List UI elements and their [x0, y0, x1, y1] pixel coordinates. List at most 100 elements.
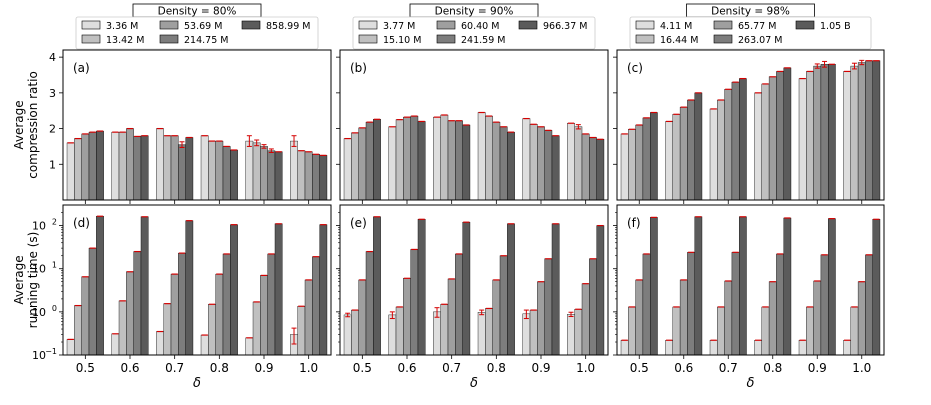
bar [74, 305, 82, 356]
bar [170, 135, 179, 201]
panel-letter: (f) [627, 216, 641, 230]
bar [163, 135, 172, 201]
x-tick-label: 0.7 [442, 361, 461, 375]
x-tick-label: 1.0 [852, 361, 871, 375]
bar [178, 252, 186, 356]
y-axis-title-line: Average [12, 100, 26, 149]
bar [455, 253, 463, 356]
panel-b: (b) [336, 49, 609, 204]
bar [485, 308, 493, 356]
bar [857, 62, 866, 201]
x-tick-label: 0.8 [210, 361, 229, 375]
legend-swatch [436, 20, 456, 30]
bar [499, 126, 508, 201]
bar [529, 309, 538, 356]
panel-frame [616, 204, 885, 356]
bar [462, 124, 471, 201]
bar [813, 65, 822, 201]
x-axis-title: δ [193, 376, 201, 391]
legend-2: Density = 98% 4.11 M 16.44 M 65.77 M 263.07 … [629, 3, 872, 50]
y-tick-label: 4 [49, 51, 56, 64]
bar [140, 216, 149, 356]
bar [126, 271, 134, 356]
legend-swatch [436, 34, 456, 44]
bar [477, 312, 486, 356]
bar [581, 133, 590, 201]
legend-title: Density = 90% [435, 6, 514, 18]
legend-label: 13.42 M [106, 35, 144, 46]
bar [88, 247, 97, 356]
bar [507, 223, 515, 356]
y-axis-title-line: running time (s) [26, 232, 40, 329]
x-tick-label: 0.6 [120, 361, 139, 375]
bar [440, 304, 449, 356]
x-tick-label: 0.5 [630, 361, 649, 375]
bar [865, 254, 873, 356]
bar [596, 225, 605, 356]
bar [74, 138, 82, 201]
bar [798, 78, 807, 201]
bar [694, 216, 703, 356]
bar [485, 115, 493, 201]
bar [731, 252, 740, 356]
panel-frame [339, 204, 609, 356]
bar [589, 258, 597, 356]
bar [596, 139, 605, 201]
y-tick-base: 3 [49, 87, 56, 100]
bar [665, 340, 674, 356]
y-tick-label: 10 [32, 263, 46, 276]
bar [365, 121, 374, 201]
legend-label: 4.11 M [660, 21, 692, 32]
y-tick-base: 4 [49, 51, 56, 64]
bar [417, 219, 426, 356]
bar [312, 256, 320, 356]
bar [709, 108, 718, 201]
bar [731, 81, 740, 201]
bar [200, 135, 209, 201]
bar [857, 281, 866, 356]
bar [620, 133, 629, 201]
legend-swatch [635, 20, 655, 30]
x-tick-label: 0.9 [254, 361, 273, 375]
legend-title: Density = 98% [711, 6, 790, 18]
bar [694, 92, 703, 201]
legend-label: 3.36 M [106, 21, 138, 32]
bar [365, 251, 374, 356]
x-tick-label: 0.6 [397, 361, 416, 375]
bar [768, 281, 777, 356]
bar [185, 220, 194, 356]
panel-c: (c) [613, 49, 885, 204]
bar [665, 121, 674, 201]
bar [499, 255, 508, 356]
y-axis-title-line: Average [12, 255, 26, 304]
y-tick-base: 1 [49, 158, 56, 171]
bar [96, 130, 104, 201]
bar [215, 273, 224, 356]
legend-swatch [518, 20, 538, 30]
bar [850, 306, 859, 356]
bar [581, 283, 590, 356]
bar [544, 258, 553, 356]
bar [312, 154, 320, 201]
legend-swatch [358, 20, 378, 30]
bar [440, 114, 449, 201]
y-tick-exponent: −1 [45, 347, 57, 356]
bar [872, 60, 881, 201]
legend-swatch [795, 20, 815, 30]
x-tick-label: 0.8 [487, 361, 506, 375]
bar [687, 252, 695, 356]
legend-label: 60.40 M [461, 21, 499, 32]
x-tick-label: 1.0 [299, 361, 318, 375]
bar [827, 218, 836, 356]
y-tick-base: 10 [32, 349, 46, 362]
panel-e: (e) 0.5 0.6 0.7 0.8 0.9 1.0 δ [336, 204, 609, 391]
bar [574, 309, 583, 356]
bar [417, 121, 426, 201]
bar [388, 126, 397, 201]
x-tick-label: 0.6 [674, 361, 693, 375]
bar [156, 128, 164, 201]
y-tick-label: 10 [32, 349, 46, 362]
legend-swatch [81, 34, 101, 44]
bar [679, 279, 688, 356]
